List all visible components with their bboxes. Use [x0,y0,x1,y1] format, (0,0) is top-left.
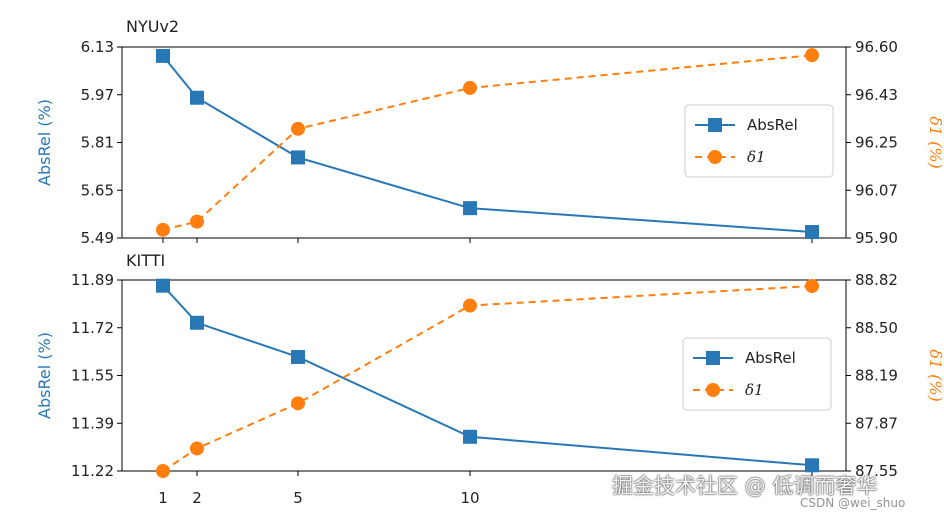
left-tick-label: 11.55 [71,367,114,385]
watermark-main: 掘金技术社区 @ 低调而奢华 [612,474,878,498]
data-point-d1 [291,121,305,136]
right-tick-label: 96.43 [855,86,898,104]
watermark-sub: CSDN @wei_shuo [800,496,906,510]
left-tick-label: 11.72 [71,319,114,337]
left-tick-label: 5.81 [81,134,114,152]
data-point-absrel [805,458,819,473]
y-axis-label-right: δ1 (%) [926,349,944,402]
data-point-d1 [190,441,204,456]
legend: AbsRel δ1 [684,104,834,178]
data-point-d1 [156,464,170,478]
x-tick-label: 2 [192,489,202,507]
x-tick-label: 5 [293,489,303,507]
data-point-absrel [156,278,170,293]
right-tick-label: 87.55 [855,462,898,480]
data-point-absrel [291,150,305,165]
left-tick-label: 11.89 [71,271,114,289]
series-line-d1 [162,285,813,472]
data-point-absrel [190,315,204,330]
data-point-absrel [156,48,170,63]
y-axis-label-left: AbsRel (%) [35,99,54,186]
x-tick-label: 1 [158,489,168,507]
left-tick-label: 5.65 [81,181,114,199]
right-tick-label: 87.87 [855,414,898,432]
legend-marker-absrel [706,351,720,365]
data-point-absrel [463,201,477,216]
right-tick-label: 95.90 [855,229,898,247]
legend-label-d1: δ1 [747,148,766,166]
legend-label-absrel: AbsRel [745,349,796,367]
data-point-d1 [463,80,477,95]
data-point-absrel [805,225,819,240]
data-point-d1 [463,298,477,313]
legend-label-d1: δ1 [745,381,764,399]
panel-nyuv2: NYUv2 6.13 5.97 5.81 5.65 5.49 96.60 96.43 96.25… [35,17,944,247]
right-tick-label: 96.60 [855,38,898,56]
right-tick-label: 96.25 [855,134,898,152]
data-point-d1 [805,279,819,294]
x-tick-label: 10 [460,489,479,507]
left-tick-label: 11.22 [71,462,114,480]
data-point-d1 [805,48,819,63]
right-tick-label: 88.19 [855,367,898,385]
left-tick-label: 11.39 [71,414,114,432]
data-point-d1 [156,222,170,237]
data-point-d1 [190,214,204,229]
right-tick-label: 88.82 [855,271,898,289]
left-tick-label: 5.49 [81,229,114,247]
panel-title: KITTI [126,251,165,270]
legend-marker-d1 [706,383,720,397]
right-tick-label: 96.07 [855,181,898,199]
y-axis-label-left: AbsRel (%) [35,332,54,419]
data-point-d1 [291,396,305,411]
legend-label-absrel: AbsRel [747,116,798,134]
panel-kitti: KITTI 11.89 11.72 11.55 11.39 11.22 88.82 88.50… [35,251,944,480]
legend: AbsRel δ1 [682,337,832,411]
left-tick-label: 5.97 [81,86,114,104]
left-tick-label: 6.13 [81,38,114,56]
legend-marker-absrel [708,118,722,132]
data-point-absrel [190,90,204,105]
right-tick-label: 88.50 [855,319,898,337]
data-point-absrel [463,429,477,444]
data-point-absrel [291,349,305,364]
legend-marker-d1 [708,150,722,164]
y-axis-label-right: δ1 (%) [926,116,944,169]
panel-title: NYUv2 [126,17,179,36]
